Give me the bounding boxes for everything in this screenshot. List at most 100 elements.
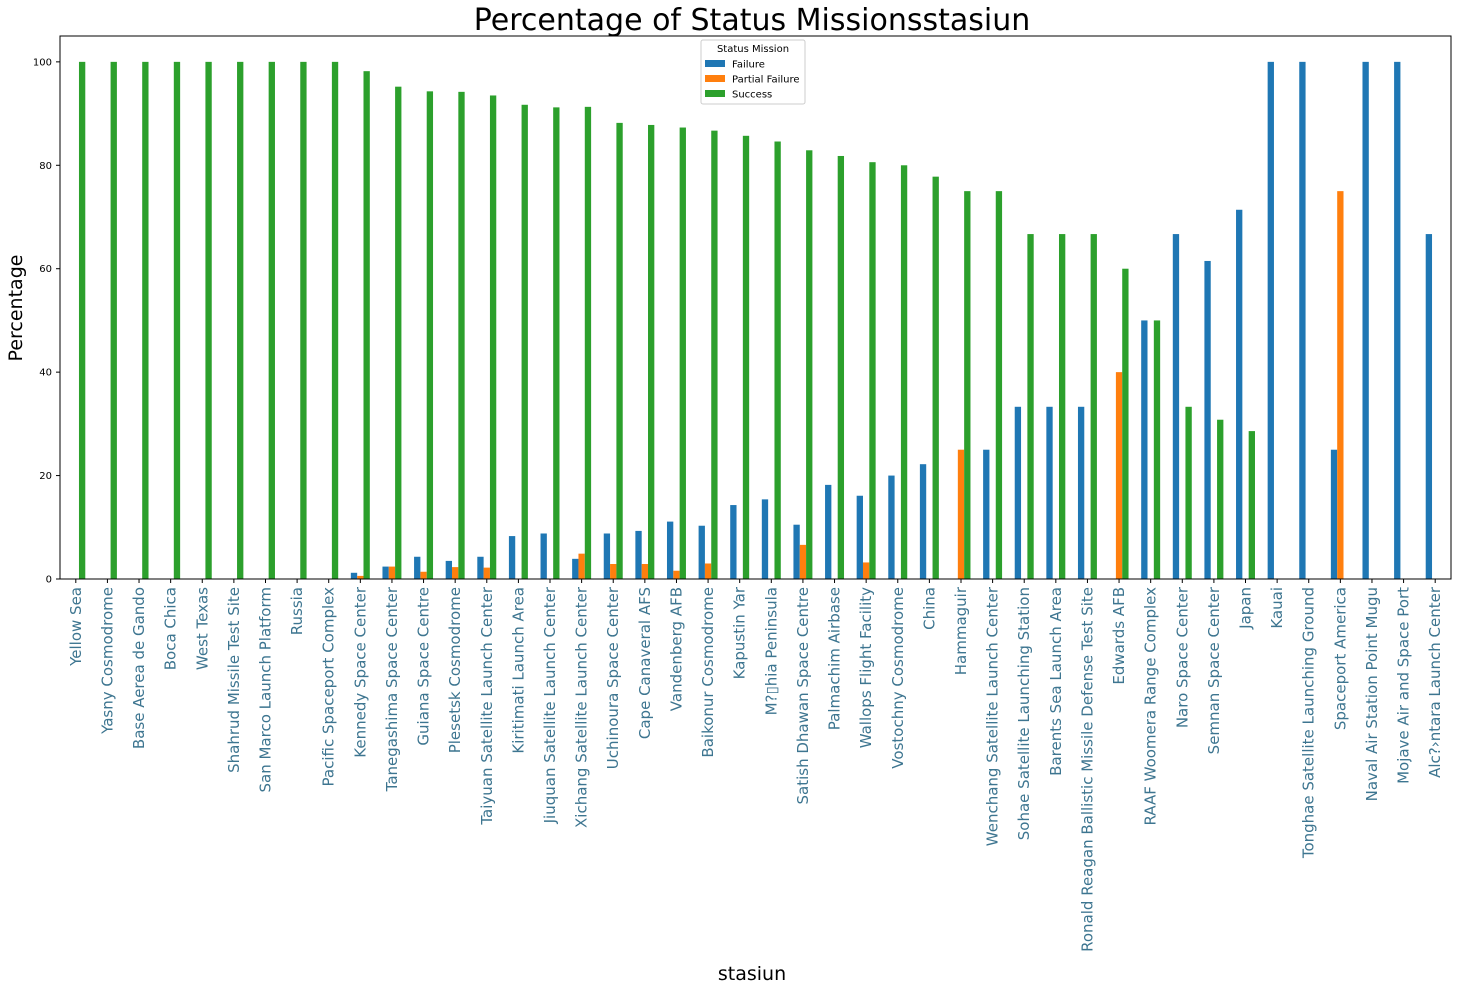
- legend-swatch: [705, 75, 725, 82]
- bar-success: [78, 61, 86, 580]
- bar-failure: [508, 536, 516, 579]
- x-tick-label: Kauai: [1268, 587, 1286, 629]
- x-tick-label: Base Aerea de Gando: [130, 587, 148, 749]
- x-tick-label: Kapustin Yar: [731, 586, 749, 679]
- bar-success: [521, 104, 528, 579]
- x-tick-label: Semnan Space Center: [1205, 586, 1223, 754]
- y-tick-label: 0: [46, 575, 52, 586]
- bar-partial-failure: [420, 571, 427, 579]
- bar-success: [837, 155, 845, 580]
- bar-success: [237, 61, 244, 580]
- bar-partial-failure: [1337, 191, 1344, 579]
- x-tick-label: Vandenberg AFB: [667, 587, 685, 711]
- bar-success: [1090, 234, 1097, 579]
- legend-box: [700, 39, 806, 105]
- bar-failure: [445, 560, 453, 579]
- legend-entries: Failure Partial Failure Success: [705, 60, 800, 101]
- x-tick-label: Ronald Reagan Ballistic Missile Defense …: [1078, 587, 1096, 952]
- bar-partial-failure: [673, 570, 680, 579]
- bar-failure: [1330, 449, 1338, 579]
- bar-success: [1122, 268, 1129, 579]
- bar-success: [1217, 419, 1224, 579]
- x-tick-label: Vostochny Cosmodrome: [889, 587, 907, 769]
- x-tick-label: Japan: [1237, 587, 1255, 630]
- bar-failure: [603, 533, 611, 579]
- bar-success: [616, 122, 623, 579]
- bar-success: [553, 107, 560, 580]
- legend-label: Success: [732, 90, 772, 101]
- bar-partial-failure: [862, 562, 870, 579]
- bar-success: [458, 91, 465, 579]
- bar-failure: [919, 464, 927, 579]
- x-tick-label: Naval Air Station Point Mugu: [1363, 587, 1381, 801]
- bar-failure: [1172, 234, 1180, 579]
- bar-failure: [825, 484, 832, 579]
- bar-failure: [1236, 209, 1243, 579]
- bar-success: [742, 135, 750, 579]
- x-tick-label: Taiyuan Satellite Launch Center: [478, 586, 496, 825]
- x-tick-label: Mojave Air and Space Port: [1395, 587, 1413, 784]
- x-tick-label: Tanegashima Space Center: [383, 586, 401, 792]
- x-tick-label: Shahrud Missile Test Site: [225, 587, 243, 773]
- bar-failure: [1299, 61, 1306, 580]
- x-tick-label: Hammaguir: [952, 586, 970, 675]
- bar-success: [268, 61, 275, 580]
- bar-success: [426, 91, 434, 579]
- bar-failure: [856, 495, 863, 579]
- x-tick-label: Yasny Cosmodrome: [98, 587, 116, 735]
- x-tick-label: Wenchang Satellite Launch Center: [984, 586, 1002, 846]
- x-tick-label: Sohae Satellite Launching Station: [1015, 587, 1033, 840]
- x-tick-label: Palmachim Airbase: [826, 587, 844, 730]
- x-tick-label: Barents Sea Launch Area: [1047, 587, 1065, 776]
- x-tick-label: Kennedy Space Center: [351, 586, 369, 758]
- legend-title: Status Mission: [717, 44, 789, 55]
- x-tick-label: Guiana Space Centre: [415, 587, 433, 746]
- bar-failure: [350, 572, 358, 579]
- bar-failure: [1362, 61, 1369, 580]
- bar-success: [331, 61, 339, 580]
- bar-success: [173, 61, 181, 580]
- x-axis-label: stasiun: [718, 963, 786, 985]
- bar-failure: [572, 558, 579, 579]
- y-tick-label: 20: [39, 471, 52, 482]
- bar-partial-failure: [357, 575, 364, 579]
- bar-success: [110, 61, 117, 580]
- bar-failure: [730, 505, 737, 579]
- bar-partial-failure: [483, 567, 490, 579]
- bar-success: [995, 191, 1003, 579]
- bar-success: [964, 191, 971, 579]
- bar-success: [1058, 234, 1066, 579]
- x-tick-label: Baikonur Cosmodrome: [699, 587, 717, 758]
- y-tick-label: 80: [39, 161, 52, 172]
- bar-partial-failure: [704, 563, 712, 579]
- bar-success: [679, 127, 686, 579]
- bar-success: [806, 150, 813, 580]
- bar-partial-failure: [957, 449, 965, 579]
- y-axis-label: Percentage: [5, 255, 27, 362]
- bar-partial-failure: [610, 564, 617, 579]
- legend-label: Failure: [732, 60, 765, 71]
- x-tick-label: Plesetsk Cosmodrome: [446, 587, 464, 753]
- legend: Status Mission Failure Partial Failure Suc…: [700, 39, 806, 105]
- bar-failure: [1204, 260, 1211, 579]
- bar-success: [900, 165, 908, 580]
- bar-partial-failure: [1115, 372, 1123, 579]
- bar-failure: [761, 499, 769, 579]
- x-tick-label: Pacific Spaceport Complex: [320, 587, 338, 787]
- bar-failure: [1141, 320, 1148, 579]
- bar-partial-failure: [578, 553, 585, 579]
- bar-failure: [1394, 61, 1401, 580]
- bar-success: [774, 141, 781, 579]
- bar-success: [648, 124, 655, 579]
- x-tick-label: Yellow Sea: [67, 587, 85, 667]
- legend-swatch: [705, 60, 725, 67]
- x-tick-label: Spaceport America: [1331, 587, 1349, 730]
- bar-success: [205, 61, 212, 580]
- bar-partial-failure: [452, 567, 459, 579]
- bar-failure: [793, 524, 800, 579]
- bars-group: [78, 61, 1433, 580]
- bar-failure: [635, 530, 642, 579]
- x-tick-label: Kiritimati Launch Area: [509, 587, 527, 754]
- x-tick-label: Edwards AFB: [1110, 587, 1128, 685]
- chart-title: Percentage of Status Missionsstasiun: [474, 3, 1030, 38]
